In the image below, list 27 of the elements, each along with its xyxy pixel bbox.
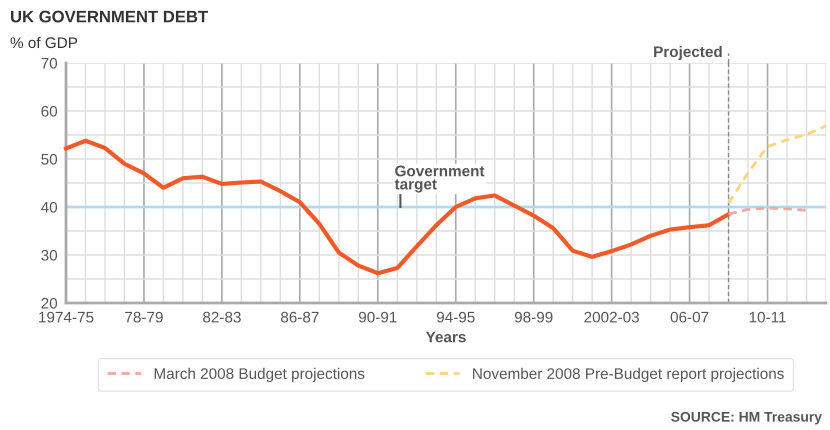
chart-title: UK GOVERNMENT DEBT bbox=[11, 10, 208, 22]
y-tick-label: 20 bbox=[41, 298, 58, 309]
x-tick-label: 1974-75 bbox=[39, 312, 94, 323]
y-tick-label: 50 bbox=[41, 154, 58, 165]
x-tick-label: 06-07 bbox=[670, 312, 708, 323]
y-axis-title: % of GDP bbox=[10, 36, 78, 48]
line-series bbox=[727, 124, 828, 205]
y-tick-label: 70 bbox=[41, 58, 58, 69]
y-tick-label: 40 bbox=[41, 202, 58, 213]
line-series bbox=[64, 138, 731, 276]
x-axis-title: Years bbox=[426, 332, 466, 342]
x-tick-label: 10-11 bbox=[750, 312, 786, 323]
x-tick-label: 82-83 bbox=[203, 312, 241, 323]
x-tick-label: 98-99 bbox=[514, 312, 553, 323]
x-tick-label: 94-95 bbox=[436, 312, 475, 323]
text: Projected bbox=[654, 46, 722, 60]
ref-line-label: Government target bbox=[394, 166, 484, 193]
x-tick-label: 2002-03 bbox=[584, 312, 640, 323]
legend-label: November 2008 Pre-Budget report projections bbox=[473, 368, 784, 382]
legend-label: March 2008 Budget projections bbox=[154, 368, 364, 382]
x-tick-label: 86-87 bbox=[280, 312, 319, 323]
y-tick-label: 60 bbox=[41, 106, 58, 117]
x-tick-label: 78-79 bbox=[125, 312, 163, 323]
line-series bbox=[727, 206, 808, 216]
x-tick-label: 90-91 bbox=[358, 312, 397, 323]
y-tick-label: 30 bbox=[41, 250, 58, 261]
source-note: SOURCE: HM Treasury bbox=[671, 412, 822, 424]
